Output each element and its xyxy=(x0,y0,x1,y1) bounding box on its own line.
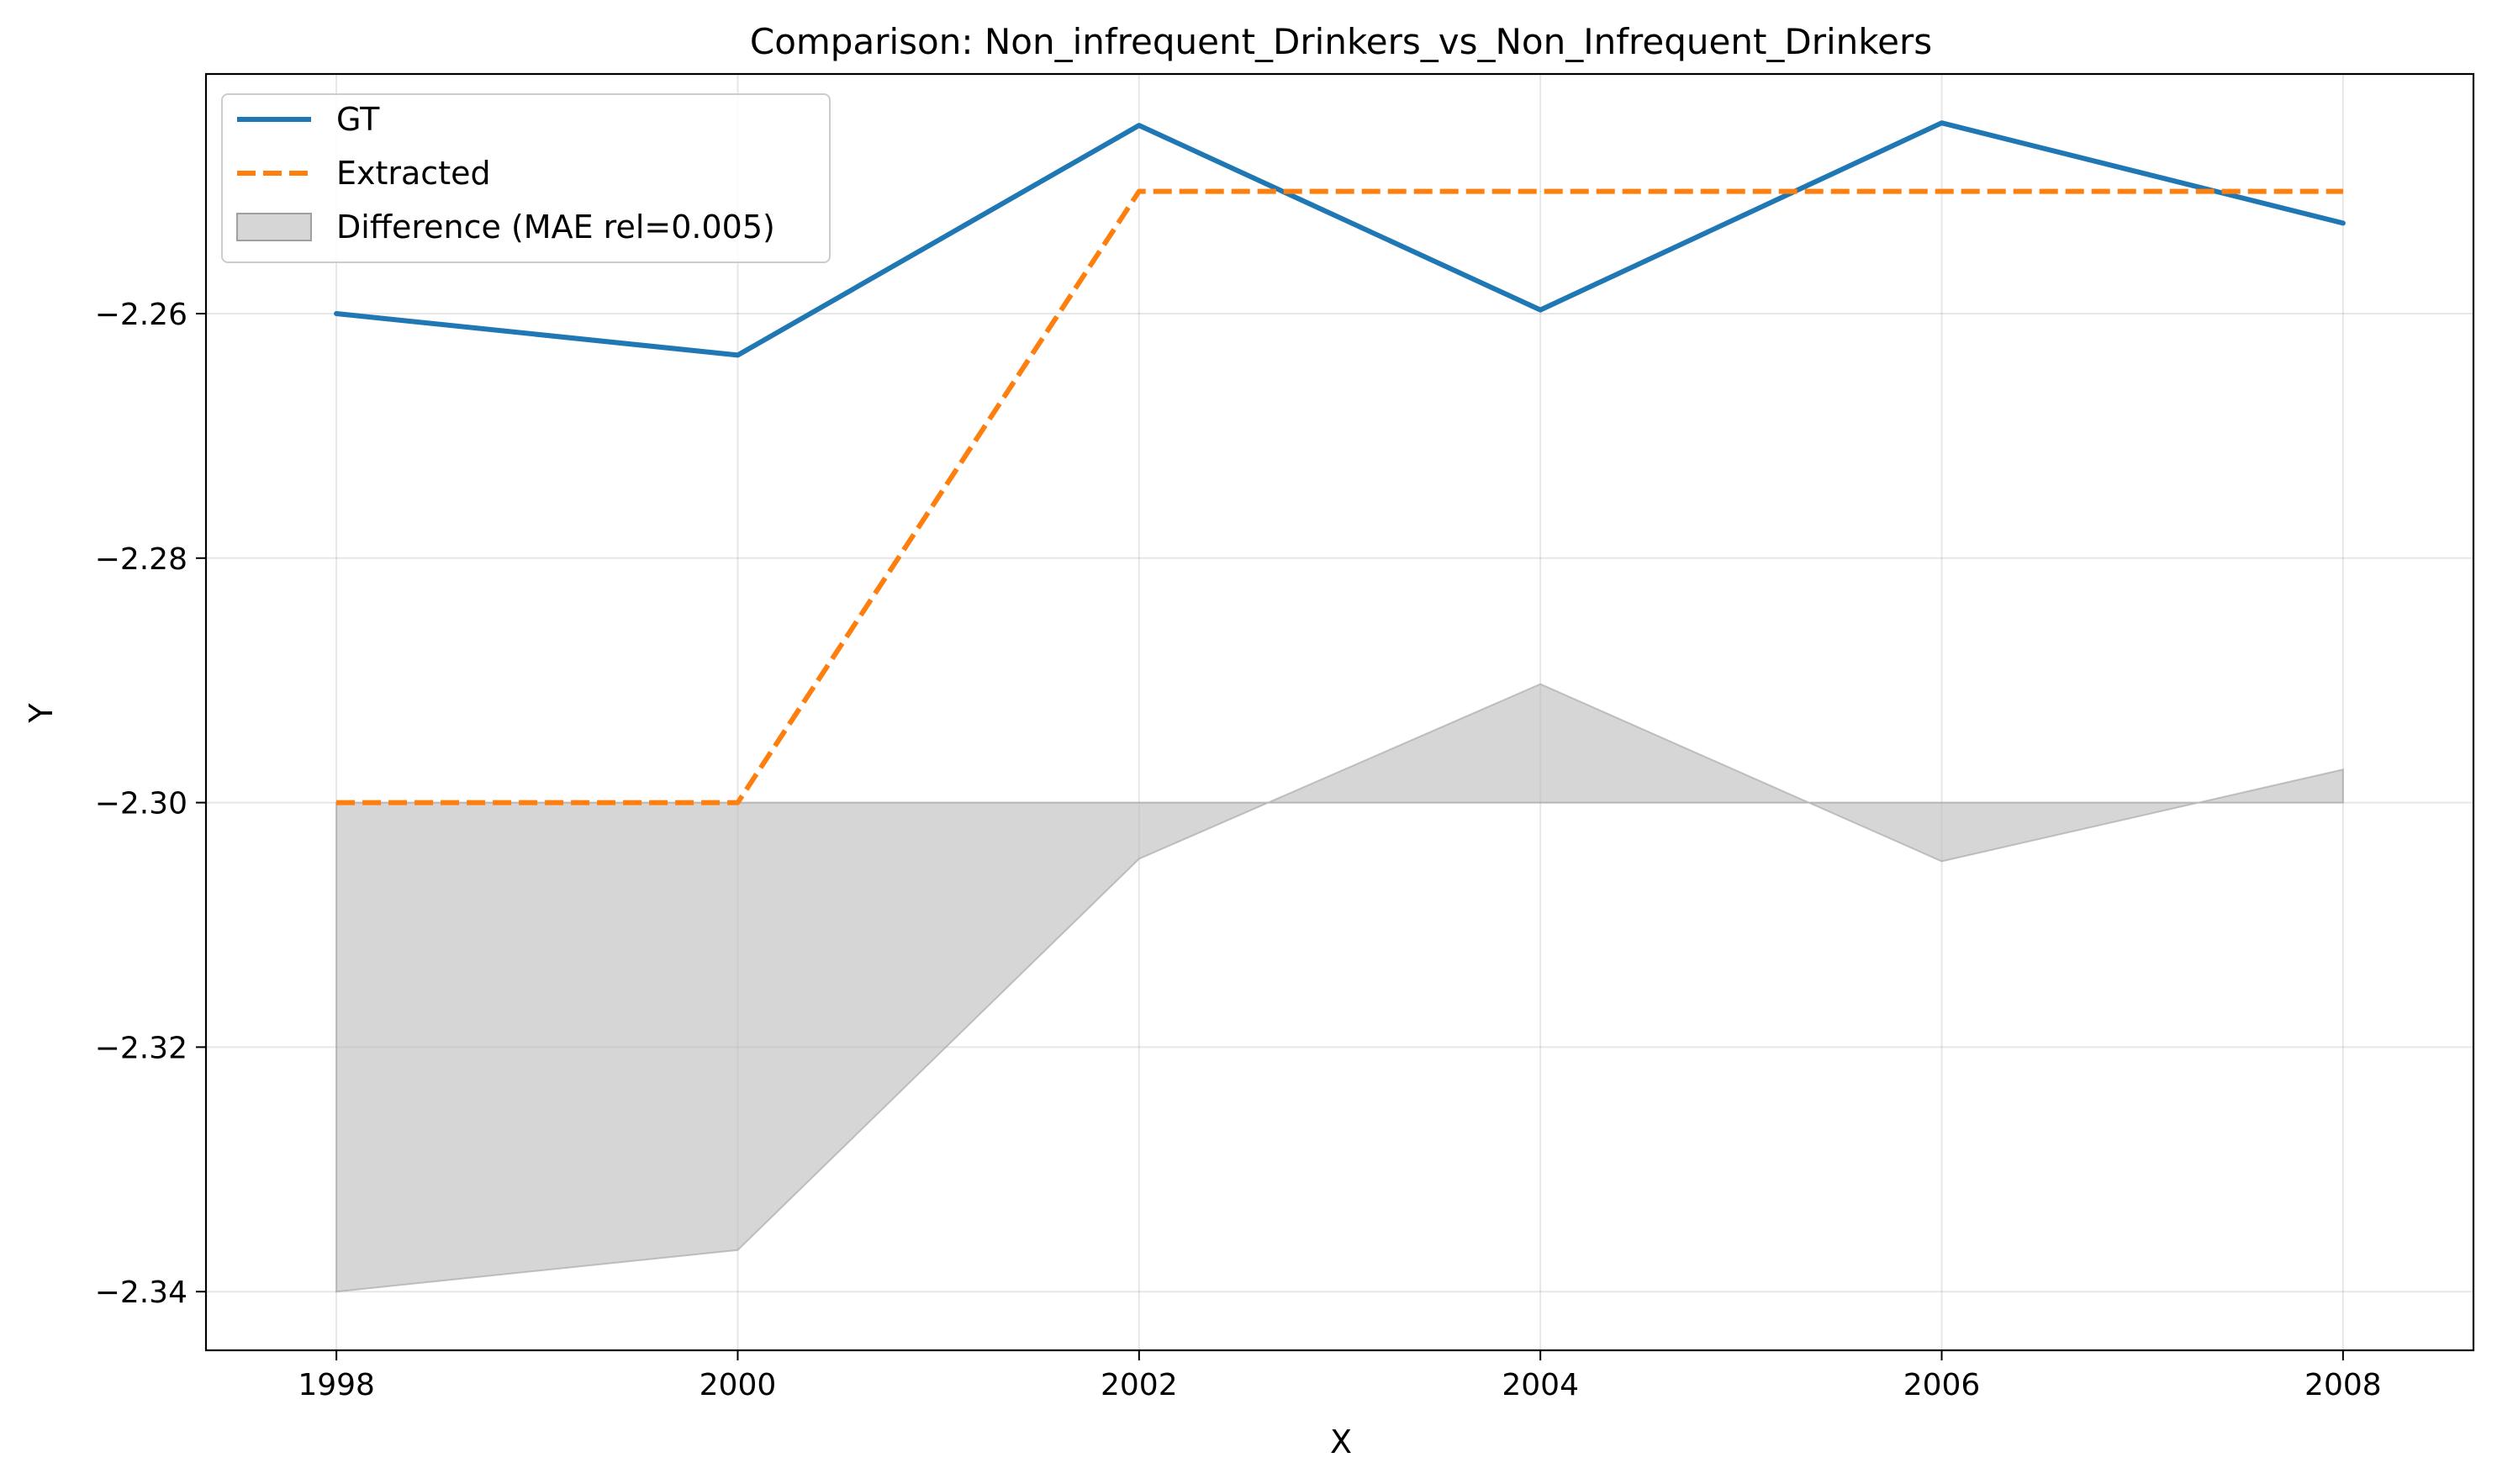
data-point-gt xyxy=(1539,309,1541,311)
data-point-gt xyxy=(1138,124,1140,126)
x-tick-label: 1998 xyxy=(298,1368,375,1402)
series-layer xyxy=(334,120,2346,805)
data-point-extracted xyxy=(1941,191,1943,193)
x-tick-label: 2002 xyxy=(1101,1368,1178,1402)
plot-area-frame xyxy=(204,72,2475,1352)
x-tick-label: 2004 xyxy=(1502,1368,1579,1402)
legend-label-extracted: Extracted xyxy=(336,155,491,192)
chart-title: Comparison: Non_infrequent_Drinkers_vs_N… xyxy=(750,21,1932,62)
legend-label-difference: Difference (MAE rel=0.005) xyxy=(336,209,775,246)
data-point-gt xyxy=(736,354,738,356)
data-point-gt xyxy=(1941,122,1943,124)
legend-box xyxy=(221,93,831,263)
y-tick-label: −2.34 xyxy=(95,1275,187,1310)
y-tick-label: −2.26 xyxy=(95,298,187,332)
y-axis-label: Y xyxy=(23,703,60,724)
series-line-gt xyxy=(334,120,2346,358)
x-axis-label: X xyxy=(1330,1423,1352,1460)
data-point-extracted xyxy=(2342,191,2344,193)
legend-swatch-difference xyxy=(236,213,312,241)
series-line-extracted xyxy=(336,188,2343,805)
x-tick-label: 2000 xyxy=(699,1368,777,1402)
y-tick-label: −2.28 xyxy=(95,542,187,577)
x-tick-label: 2008 xyxy=(2304,1368,2382,1402)
legend: GT Extracted Difference (MAE rel=0.005) xyxy=(221,93,831,263)
data-point-extracted xyxy=(736,802,738,804)
y-tick-label: −2.30 xyxy=(95,787,187,821)
data-point-extracted xyxy=(1539,191,1541,193)
y-tick-label: −2.32 xyxy=(95,1031,187,1065)
legend-label-gt: GT xyxy=(336,101,380,138)
data-point-gt xyxy=(2342,222,2344,224)
data-point-extracted xyxy=(335,802,337,804)
data-point-gt xyxy=(335,313,337,314)
x-tick-label: 2006 xyxy=(1903,1368,1981,1402)
data-point-extracted xyxy=(1138,191,1140,193)
ticks: 1998 2000 2002 2004 2006 2008 −2.26 −2.28 −2.30 −… xyxy=(95,298,2382,1402)
